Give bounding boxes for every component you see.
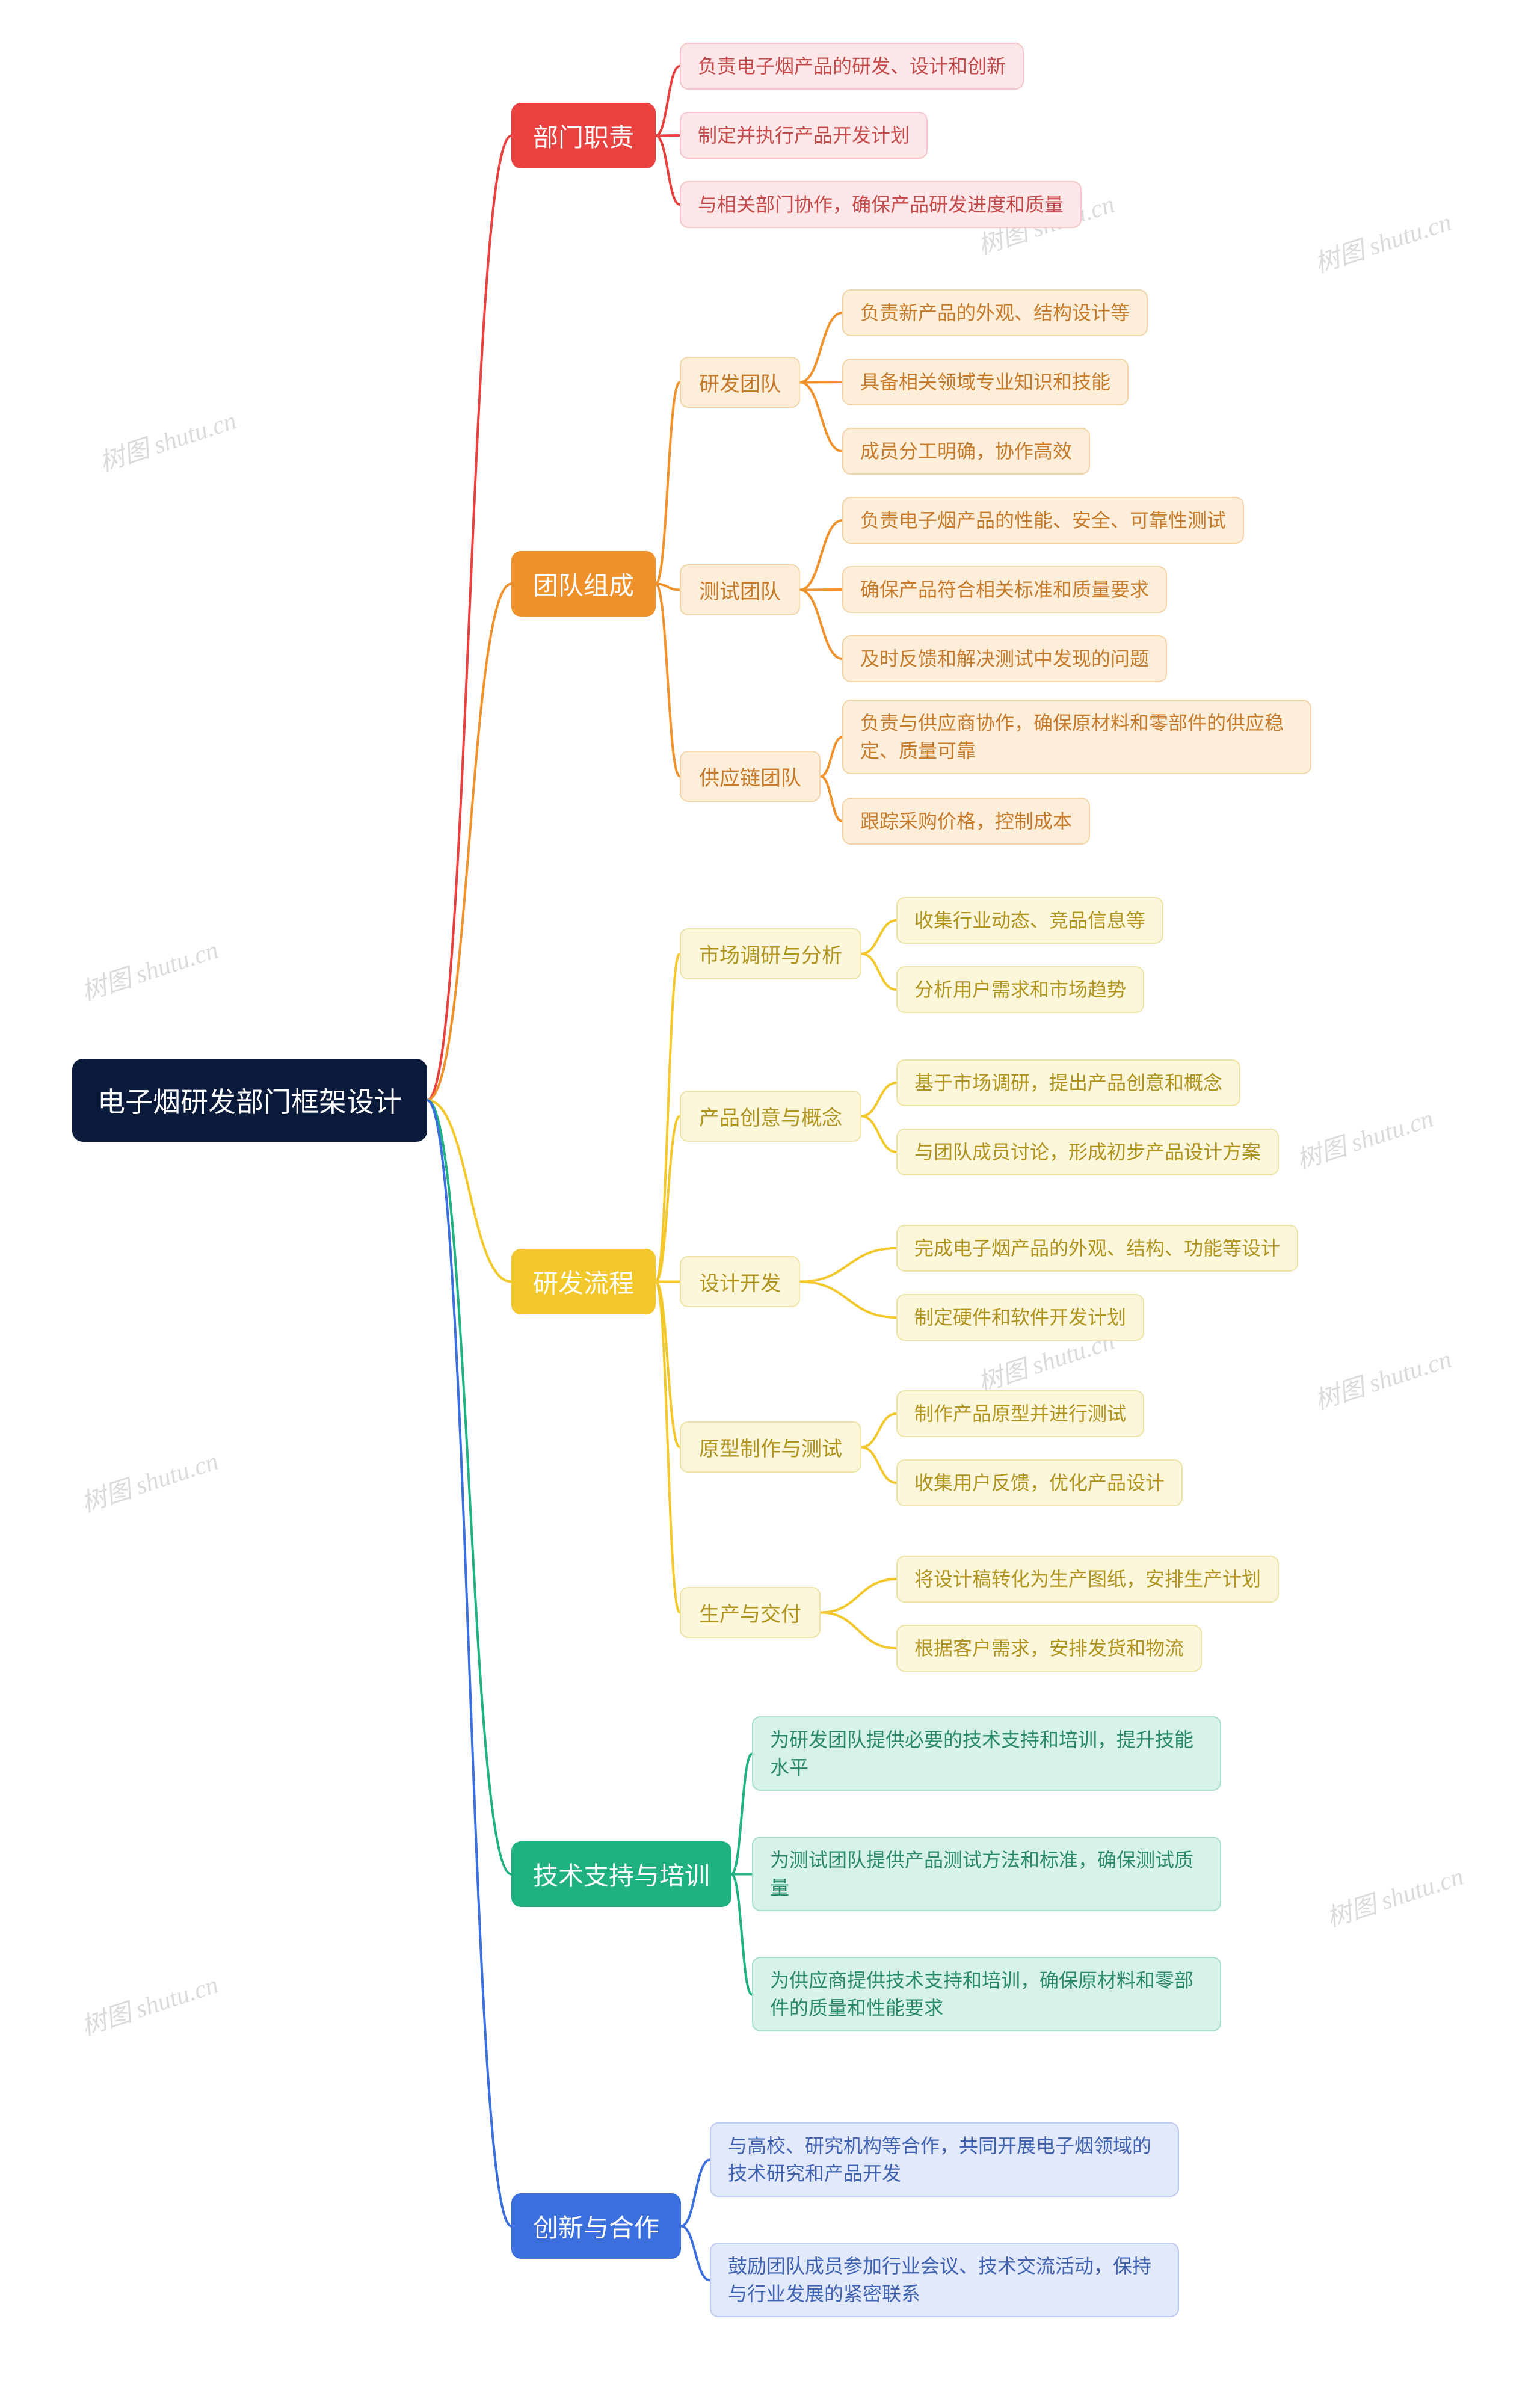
leaf-node: 分析用户需求和市场趋势 [896,966,1144,1013]
leaf-node: 制定并执行产品开发计划 [680,112,928,159]
sub-node: 市场调研与分析 [680,928,861,979]
watermark: 树图 shutu.cn [1291,1098,1437,1177]
watermark: 树图 shutu.cn [1309,1338,1455,1417]
leaf-node: 为供应商提供技术支持和培训，确保原材料和零部件的质量和性能要求 [752,1957,1221,2032]
sub-node: 产品创意与概念 [680,1091,861,1142]
leaf-node: 为测试团队提供产品测试方法和标准，确保测试质量 [752,1837,1221,1912]
mindmap-stage: 树图 shutu.cn 树图 shutu.cn 树图 shutu.cn 树图 shut… [0,0,1540,2390]
watermark: 树图 shutu.cn [76,929,222,1008]
leaf-node: 完成电子烟产品的外观、结构、功能等设计 [896,1225,1298,1272]
branch-duty: 部门职责 [511,103,656,168]
watermark: 树图 shutu.cn [76,1441,222,1520]
sub-node: 生产与交付 [680,1587,821,1638]
watermark: 树图 shutu.cn [94,400,240,479]
leaf-node: 负责电子烟产品的性能、安全、可靠性测试 [842,497,1244,544]
leaf-node: 负责电子烟产品的研发、设计和创新 [680,43,1024,90]
leaf-node: 将设计稿转化为生产图纸，安排生产计划 [896,1556,1279,1603]
leaf-node: 负责新产品的外观、结构设计等 [842,289,1148,336]
sub-node: 原型制作与测试 [680,1421,861,1473]
leaf-node: 鼓励团队成员参加行业会议、技术交流活动，保持与行业发展的紧密联系 [710,2243,1179,2318]
watermark: 树图 shutu.cn [1321,1856,1467,1935]
leaf-node: 与团队成员讨论，形成初步产品设计方案 [896,1129,1279,1175]
leaf-node: 根据客户需求，安排发货和物流 [896,1625,1202,1672]
watermark: 树图 shutu.cn [76,1964,222,2043]
leaf-node: 确保产品符合相关标准和质量要求 [842,566,1167,613]
leaf-node: 基于市场调研，提出产品创意和概念 [896,1059,1240,1106]
leaf-node: 成员分工明确，协作高效 [842,428,1090,475]
watermark: 树图 shutu.cn [1309,202,1455,280]
sub-node: 供应链团队 [680,751,821,802]
leaf-node: 制定硬件和软件开发计划 [896,1294,1144,1341]
branch-support: 技术支持与培训 [511,1841,732,1907]
sub-node: 测试团队 [680,564,800,615]
leaf-node: 及时反馈和解决测试中发现的问题 [842,635,1167,682]
leaf-node: 收集用户反馈，优化产品设计 [896,1459,1183,1506]
sub-node: 研发团队 [680,357,800,408]
branch-innovate: 创新与合作 [511,2193,681,2259]
leaf-node: 为研发团队提供必要的技术支持和培训，提升技能水平 [752,1716,1221,1791]
leaf-node: 具备相关领域专业知识和技能 [842,359,1129,405]
leaf-node: 与相关部门协作，确保产品研发进度和质量 [680,181,1082,228]
branch-flow: 研发流程 [511,1249,656,1314]
leaf-node: 收集行业动态、竞品信息等 [896,897,1163,944]
leaf-node: 跟踪采购价格，控制成本 [842,798,1090,845]
leaf-node: 负责与供应商协作，确保原材料和零部件的供应稳定、质量可靠 [842,700,1311,775]
sub-node: 设计开发 [680,1256,800,1307]
leaf-node: 制作产品原型并进行测试 [896,1390,1144,1437]
branch-team: 团队组成 [511,551,656,617]
root-node: 电子烟研发部门框架设计 [72,1059,427,1142]
leaf-node: 与高校、研究机构等合作，共同开展电子烟领域的技术研究和产品开发 [710,2122,1179,2198]
